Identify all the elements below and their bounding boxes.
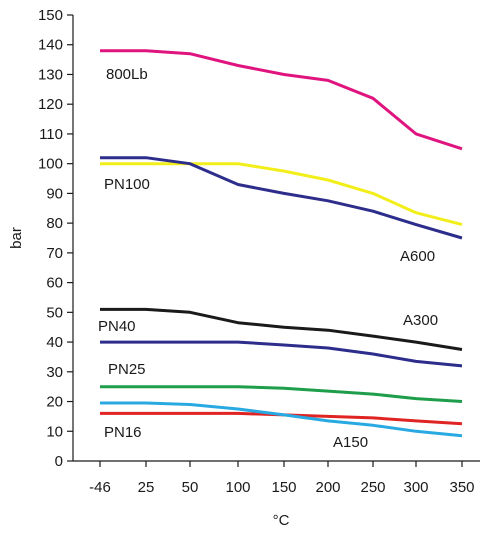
series-line-pn40 xyxy=(100,307,463,351)
label-layer: 800Lb PN100 A600 PN40 A300 PN25 PN16 A150 xyxy=(98,66,438,451)
y-tick-label: 90 xyxy=(46,185,63,202)
series-line-800lb xyxy=(100,49,463,151)
y-tick-label: 140 xyxy=(38,37,63,54)
series-line-pn100 xyxy=(100,162,463,227)
axis-layer: 0 10 20 30 40 50 60 70 80 90 100 110 120 130 140 150 -46… xyxy=(38,7,480,496)
y-tick-label: 50 xyxy=(46,304,63,321)
series-line-pn25 xyxy=(100,385,463,403)
y-tick-label: 60 xyxy=(46,275,63,292)
x-tick-label: 300 xyxy=(403,479,428,496)
series-label-800lb: 800Lb xyxy=(106,66,148,83)
x-axis-title: °C xyxy=(273,512,290,529)
series-label-a150: A150 xyxy=(333,434,368,451)
y-tick-label: 0 xyxy=(55,453,63,470)
y-tick-label: 70 xyxy=(46,245,63,262)
series-line-a300 xyxy=(100,340,463,368)
y-tick-label: 150 xyxy=(38,7,63,24)
x-tick-label: -46 xyxy=(89,479,111,496)
series-line-a150 xyxy=(100,401,463,438)
y-tick-label: 120 xyxy=(38,96,63,113)
series-label-pn40: PN40 xyxy=(98,318,136,335)
series-label-pn25: PN25 xyxy=(108,361,146,378)
y-tick-label: 100 xyxy=(38,156,63,173)
x-tick-label: 250 xyxy=(360,479,385,496)
y-tick-label: 40 xyxy=(46,334,63,351)
y-axis-title: bar xyxy=(8,227,25,249)
y-tick-label: 130 xyxy=(38,66,63,83)
x-tick-label: 100 xyxy=(225,479,250,496)
y-tick-label: 20 xyxy=(46,394,63,411)
y-tick-label: 10 xyxy=(46,423,63,440)
x-tick-label: 200 xyxy=(315,479,340,496)
y-tick-label: 80 xyxy=(46,215,63,232)
x-tick-label: 50 xyxy=(182,479,199,496)
x-tick-label: 350 xyxy=(449,479,474,496)
y-tick-label: 30 xyxy=(46,364,63,381)
series-label-a300: A300 xyxy=(403,312,438,329)
series-layer xyxy=(100,49,463,438)
y-tick-label: 110 xyxy=(39,126,63,143)
series-label-pn100: PN100 xyxy=(104,176,150,193)
series-label-pn16: PN16 xyxy=(104,424,142,441)
series-line-a600 xyxy=(100,156,463,240)
x-tick-label: 150 xyxy=(271,479,296,496)
series-label-a600: A600 xyxy=(400,248,435,265)
x-tick-label: 25 xyxy=(138,479,155,496)
